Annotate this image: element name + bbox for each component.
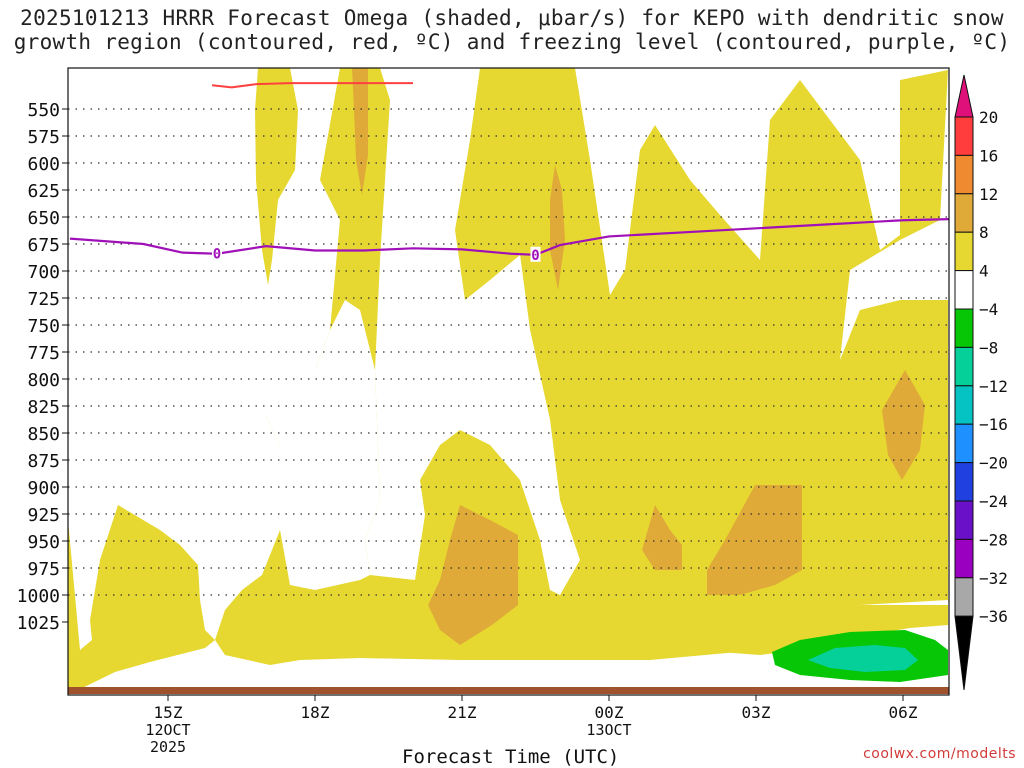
colorbar-label-8: −16 [979, 415, 1008, 434]
y-tick-label-900: 900 [27, 478, 60, 499]
freezing-level-contour [69, 218, 950, 256]
x-tick-label-18Z: 18Z [301, 703, 330, 722]
colorbar-bottom-arrow [954, 615, 974, 691]
y-tick-label-675: 675 [27, 235, 60, 256]
colorbar-label-3: 8 [979, 223, 989, 242]
colorbar-label-4: 4 [979, 262, 989, 281]
chart-title-line1: 2025101213 HRRR Forecast Omega (shaded, … [20, 6, 1004, 30]
colorbar-label-11: −28 [979, 530, 1008, 549]
omega-region-orange-5 [707, 485, 802, 595]
colorbar-swatch-8 [954, 423, 974, 464]
colorbar-label-7: −12 [979, 377, 1008, 396]
y-tick-label-1025: 1025 [17, 613, 60, 634]
omega-region-teal [808, 645, 918, 672]
y-tick-label-1000: 1000 [17, 586, 60, 607]
colorbar-swatch-9 [954, 462, 974, 502]
omega-region-orange-1 [352, 68, 368, 195]
omega-cutout-1 [265, 300, 380, 590]
colorbar-swatch-2 [954, 193, 974, 233]
dgz-contour [211, 82, 413, 89]
y-tick-label-700: 700 [27, 262, 60, 283]
colorbar-label-6: −8 [979, 338, 998, 357]
x-tick-date-15Z: 12OCT [145, 721, 190, 739]
colorbar-label-0: 20 [979, 108, 998, 127]
omega-region-yellow-col18 [255, 68, 298, 285]
omega-region-orange-4 [642, 505, 682, 570]
colorbar-label-12: −32 [979, 569, 1008, 588]
y-tick-label-850: 850 [27, 424, 60, 445]
colorbar-swatch-10 [954, 500, 974, 540]
omega-region-orange-3 [428, 505, 518, 645]
colorbar: 20 16 12 8 4 −4 −8 −12 −16 −20 −24 −28 −32 −36 [954, 74, 1008, 691]
colorbar-label-1: 16 [979, 146, 998, 165]
x-tick-label-21Z: 21Z [448, 703, 477, 722]
omega-region-orange-2 [550, 165, 565, 290]
x-tick-label-00Z: 00Z [595, 703, 624, 722]
colorbar-swatch-4 [954, 270, 974, 310]
y-tick-label-825: 825 [27, 397, 60, 418]
colorbar-swatch-3 [954, 231, 974, 272]
y-tick-label-875: 875 [27, 451, 60, 472]
y-tick-label-800: 800 [27, 370, 60, 391]
y-axis: 550 575 600 625 650 675 700 725 750 775 800 825 850 8… [17, 100, 68, 634]
colorbar-swatch-12 [954, 577, 974, 617]
y-tick-label-725: 725 [27, 289, 60, 310]
x-tick-label-03Z: 03Z [742, 703, 771, 722]
freezing-level-label-1: 0 [531, 248, 539, 264]
omega-shading [68, 68, 948, 695]
x-tick-label-06Z: 06Z [889, 703, 918, 722]
omega-region-yellow-left [68, 505, 215, 695]
watermark: coolwx.com/modelts [863, 746, 1016, 762]
omega-cutout-3 [710, 605, 948, 655]
y-tick-label-625: 625 [27, 181, 60, 202]
colorbar-swatch-5 [954, 308, 974, 348]
omega-cutout-2 [480, 255, 560, 500]
colorbar-label-2: 12 [979, 185, 998, 204]
freezing-level-label-bg-1 [530, 246, 541, 262]
colorbar-label-9: −20 [979, 454, 1008, 473]
freezing-level-label-bg-0 [212, 245, 222, 261]
surface-strip [68, 687, 949, 694]
y-tick-label-750: 750 [27, 316, 60, 337]
colorbar-swatch-0 [954, 116, 974, 156]
x-tick-date-00Z: 13OCT [586, 721, 631, 739]
x-tick-label-15Z: 15Z [154, 703, 183, 722]
chart-title-line2: growth region (contoured, red, ºC) and f… [13, 30, 1011, 54]
colorbar-top-arrow [954, 74, 974, 118]
y-tick-label-575: 575 [27, 127, 60, 148]
y-tick-label-550: 550 [27, 100, 60, 121]
colorbar-swatch-1 [954, 154, 974, 195]
x-tick-year-15Z: 2025 [150, 738, 186, 756]
omega-region-orange-6 [882, 370, 925, 480]
colorbar-swatch-7 [954, 385, 974, 425]
colorbar-swatch-6 [954, 346, 974, 387]
colorbar-label-10: −24 [979, 492, 1008, 511]
x-axis-title: Forecast Time (UTC) [402, 746, 620, 768]
colorbar-label-5: −4 [979, 300, 998, 319]
colorbar-swatch-11 [954, 538, 974, 579]
freezing-level-label-0: 0 [213, 247, 221, 263]
y-tick-label-975: 975 [27, 559, 60, 580]
y-tick-label-950: 950 [27, 532, 60, 553]
y-tick-label-925: 925 [27, 505, 60, 526]
plot-border [67, 67, 950, 696]
y-tick-label-650: 650 [27, 208, 60, 229]
y-tick-label-775: 775 [27, 343, 60, 364]
colorbar-label-13: −36 [979, 607, 1008, 626]
y-tick-label-600: 600 [27, 154, 60, 175]
